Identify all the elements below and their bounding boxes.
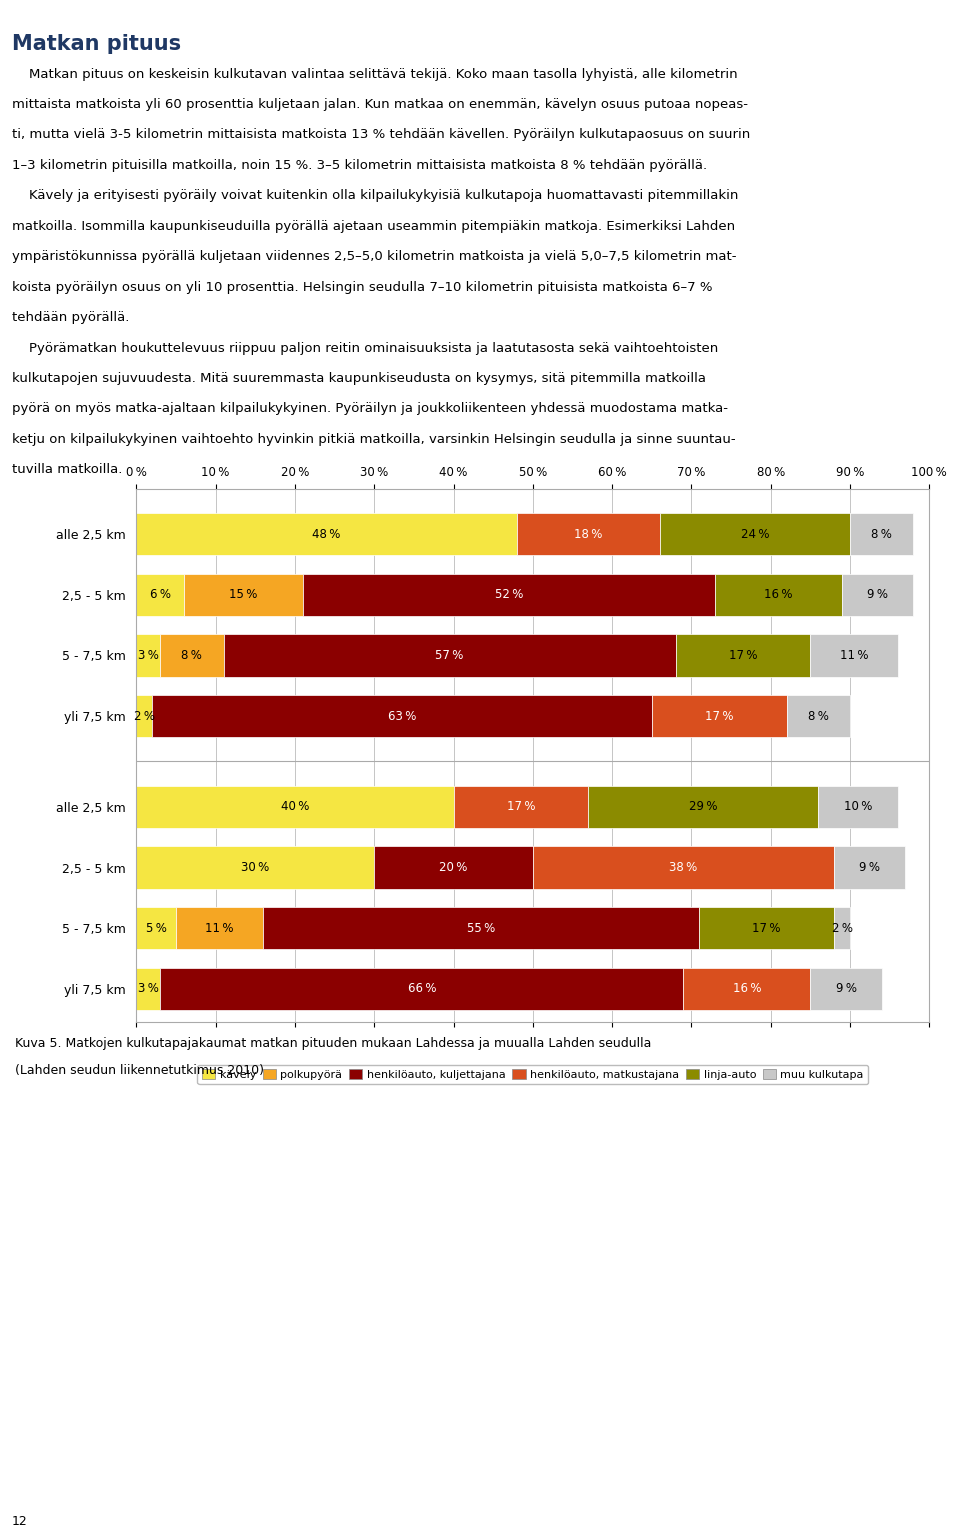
Text: 17 %: 17 %: [705, 710, 733, 722]
Text: 63 %: 63 %: [388, 710, 416, 722]
Bar: [834, 847, 905, 888]
Text: 12: 12: [12, 1515, 27, 1528]
Bar: [588, 785, 818, 828]
Bar: [850, 513, 913, 555]
Bar: [160, 635, 224, 676]
Bar: [160, 968, 684, 1010]
Bar: [842, 573, 913, 616]
Bar: [810, 968, 881, 1010]
Text: 17 %: 17 %: [729, 649, 757, 662]
Text: 2 %: 2 %: [831, 922, 852, 934]
Bar: [699, 907, 834, 950]
Text: 5 %: 5 %: [146, 922, 167, 934]
Bar: [302, 573, 715, 616]
Bar: [533, 847, 834, 888]
Bar: [136, 695, 153, 738]
Text: 55 %: 55 %: [468, 922, 495, 934]
Bar: [136, 968, 160, 1010]
Text: 52 %: 52 %: [494, 589, 523, 601]
Text: 18 %: 18 %: [574, 527, 603, 541]
Text: 38 %: 38 %: [669, 861, 698, 875]
Text: (Lahden seudun liikennetutkimus 2010): (Lahden seudun liikennetutkimus 2010): [15, 1064, 264, 1077]
Text: tuvilla matkoilla.: tuvilla matkoilla.: [12, 463, 122, 476]
Bar: [136, 907, 176, 950]
Bar: [453, 785, 588, 828]
Bar: [676, 635, 810, 676]
Text: Kuva 5. Matkojen kulkutapajakaumat matkan pituuden mukaan Lahdessa ja muualla La: Kuva 5. Matkojen kulkutapajakaumat matka…: [15, 1037, 652, 1050]
Bar: [786, 695, 850, 738]
Bar: [652, 695, 786, 738]
Text: kulkutapojen sujuvuudesta. Mitä suuremmasta kaupunkiseudusta on kysymys, sitä pi: kulkutapojen sujuvuudesta. Mitä suuremma…: [12, 372, 706, 384]
Bar: [224, 635, 676, 676]
Text: 29 %: 29 %: [689, 801, 717, 813]
Text: 24 %: 24 %: [740, 527, 769, 541]
Text: 15 %: 15 %: [229, 589, 257, 601]
Text: ketju on kilpailukykyinen vaihtoehto hyvinkin pitkiä matkoilla, varsinkin Helsin: ketju on kilpailukykyinen vaihtoehto hyv…: [12, 433, 735, 446]
Text: 8 %: 8 %: [807, 710, 828, 722]
Text: Pyörämatkan houkuttelevuus riippuu paljon reitin ominaisuuksista ja laatutasosta: Pyörämatkan houkuttelevuus riippuu paljo…: [12, 341, 718, 355]
Bar: [660, 513, 850, 555]
Text: 48 %: 48 %: [312, 527, 341, 541]
Text: 66 %: 66 %: [408, 982, 436, 996]
Text: 6 %: 6 %: [150, 589, 171, 601]
Text: 3 %: 3 %: [138, 649, 158, 662]
Text: 3 %: 3 %: [138, 982, 158, 996]
Text: Kävely ja erityisesti pyöräily voivat kuitenkin olla kilpailukykyisiä kulkutapoj: Kävely ja erityisesti pyöräily voivat ku…: [12, 189, 738, 203]
Bar: [184, 573, 302, 616]
Text: koista pyöräilyn osuus on yli 10 prosenttia. Helsingin seudulla 7–10 kilometrin : koista pyöräilyn osuus on yli 10 prosent…: [12, 281, 712, 294]
Bar: [516, 513, 660, 555]
Text: 17 %: 17 %: [753, 922, 781, 934]
Bar: [834, 907, 850, 950]
Text: 10 %: 10 %: [844, 801, 872, 813]
Bar: [136, 635, 160, 676]
Text: pyörä on myös matka-ajaltaan kilpailukykyinen. Pyöräilyn ja joukkoliikenteen yhd: pyörä on myös matka-ajaltaan kilpailukyk…: [12, 403, 728, 415]
Legend: kävely, polkupyörä, henkilöauto, kuljettajana, henkilöauto, matkustajana, linja-: kävely, polkupyörä, henkilöauto, kuljett…: [198, 1065, 868, 1084]
Text: 16 %: 16 %: [732, 982, 761, 996]
Text: 40 %: 40 %: [280, 801, 309, 813]
Bar: [176, 907, 263, 950]
Text: 11 %: 11 %: [205, 922, 234, 934]
Text: 17 %: 17 %: [507, 801, 535, 813]
Text: matkoilla. Isommilla kaupunkiseuduilla pyörällä ajetaan useammin pitempiäkin mat: matkoilla. Isommilla kaupunkiseuduilla p…: [12, 220, 734, 232]
Text: 16 %: 16 %: [764, 589, 793, 601]
Text: 8 %: 8 %: [181, 649, 203, 662]
Text: Matkan pituus: Matkan pituus: [12, 34, 180, 54]
Text: 20 %: 20 %: [440, 861, 468, 875]
Bar: [818, 785, 898, 828]
Text: tehdään pyörällä.: tehdään pyörällä.: [12, 310, 129, 324]
Text: 30 %: 30 %: [241, 861, 270, 875]
Text: 57 %: 57 %: [435, 649, 464, 662]
Bar: [715, 573, 842, 616]
Text: ympäristökunnissa pyörällä kuljetaan viidennes 2,5–5,0 kilometrin matkoista ja v: ympäristökunnissa pyörällä kuljetaan vii…: [12, 251, 736, 263]
Text: mittaista matkoista yli 60 prosenttia kuljetaan jalan. Kun matkaa on enemmän, kä: mittaista matkoista yli 60 prosenttia ku…: [12, 98, 748, 111]
Bar: [136, 513, 516, 555]
Bar: [153, 695, 652, 738]
Bar: [263, 907, 699, 950]
Text: 1–3 kilometrin pituisilla matkoilla, noin 15 %. 3–5 kilometrin mittaisista matko: 1–3 kilometrin pituisilla matkoilla, noi…: [12, 158, 707, 172]
Bar: [810, 635, 898, 676]
Bar: [136, 785, 453, 828]
Text: 9 %: 9 %: [867, 589, 888, 601]
Bar: [374, 847, 533, 888]
Bar: [684, 968, 810, 1010]
Text: ti, mutta vielä 3-5 kilometrin mittaisista matkoista 13 % tehdään kävellen. Pyör: ti, mutta vielä 3-5 kilometrin mittaisis…: [12, 129, 750, 141]
Bar: [136, 573, 184, 616]
Text: 9 %: 9 %: [859, 861, 880, 875]
Text: 11 %: 11 %: [840, 649, 868, 662]
Text: 9 %: 9 %: [835, 982, 856, 996]
Bar: [136, 847, 374, 888]
Text: 8 %: 8 %: [872, 527, 892, 541]
Text: Matkan pituus on keskeisin kulkutavan valintaa selittävä tekijä. Koko maan tasol: Matkan pituus on keskeisin kulkutavan va…: [12, 68, 737, 80]
Text: 2 %: 2 %: [133, 710, 155, 722]
